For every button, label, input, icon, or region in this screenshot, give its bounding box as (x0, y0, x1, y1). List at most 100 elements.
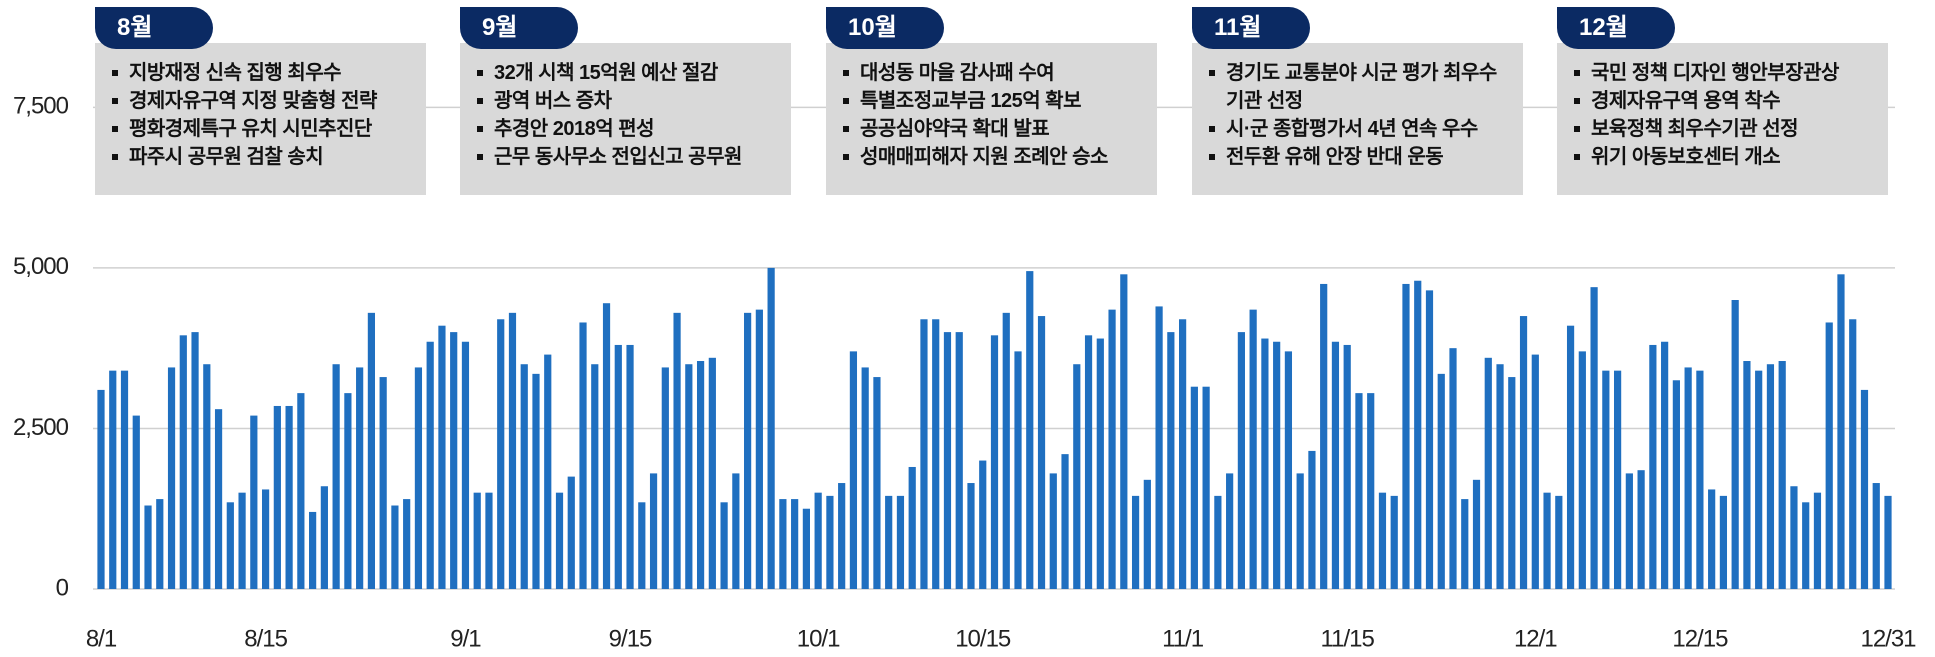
event-item: 경제자유구역 용역 착수 (1571, 87, 1880, 115)
bar (132, 415, 140, 589)
bar (544, 354, 552, 589)
bar (226, 502, 234, 589)
bar (1766, 364, 1775, 589)
bar (1061, 454, 1069, 589)
event-item: 성매매피해자 지원 조례안 승소 (840, 143, 1149, 171)
bar (1155, 306, 1163, 589)
event-item: 광역 버스 증차 (474, 87, 783, 115)
event-item: 시·군 종합평가서 4년 연속 우수 (1206, 115, 1515, 143)
bar (1449, 348, 1457, 589)
bar (238, 492, 246, 589)
bar (1190, 386, 1198, 589)
bar (1308, 450, 1316, 589)
bar (1496, 364, 1504, 589)
bar (720, 502, 728, 589)
bar (485, 492, 493, 589)
bar (367, 312, 376, 589)
bar (1273, 341, 1281, 589)
bar (1696, 370, 1704, 589)
event-list: 국민 정책 디자인 행안부장관상 경제자유구역 용역 착수 보육정책 최우수기관 선… (1571, 59, 1880, 171)
bar (932, 319, 940, 589)
bar (1566, 325, 1575, 589)
bar (1073, 364, 1081, 589)
bar (1825, 322, 1833, 589)
bar (1613, 370, 1622, 589)
bar (555, 492, 564, 589)
bar (1531, 354, 1539, 589)
bar (520, 364, 528, 589)
bar (638, 502, 646, 589)
bar (1261, 338, 1269, 589)
bar (391, 505, 399, 589)
bar (1108, 309, 1116, 589)
bar (1226, 473, 1234, 589)
bar (1284, 351, 1293, 589)
bar (414, 367, 423, 589)
x-tick-label: 11/15 (1321, 625, 1375, 652)
bar (779, 499, 787, 589)
bar (1425, 290, 1434, 589)
bar (1378, 492, 1387, 589)
bar (426, 341, 434, 589)
bar (156, 499, 164, 589)
event-item: 전두환 유해 안장 반대 운동 (1206, 143, 1515, 171)
bar (744, 312, 752, 589)
x-tick-label: 9/15 (609, 625, 652, 652)
bar (1837, 274, 1845, 589)
event-item: 대성동 마을 감사패 수여 (840, 59, 1149, 87)
bar (120, 370, 129, 589)
bar (1120, 274, 1128, 589)
bar (1755, 370, 1763, 589)
bar (179, 335, 187, 589)
bar (450, 332, 458, 589)
bar (979, 460, 987, 589)
bar (144, 505, 152, 589)
event-item: 국민 정책 디자인 행안부장관상 (1571, 59, 1880, 87)
bar (1402, 283, 1410, 589)
bar (1637, 470, 1645, 589)
x-tick-label: 8/1 (86, 625, 117, 652)
bar (791, 499, 799, 589)
bar (191, 332, 199, 589)
bar (661, 367, 669, 589)
bar (1414, 280, 1422, 589)
bar (1649, 344, 1657, 589)
bar (250, 415, 258, 589)
event-item: 공공심야약국 확대 발표 (840, 115, 1149, 143)
bar (320, 486, 328, 589)
bar (1625, 473, 1633, 589)
event-item: 평화경제특구 유치 시민추진단 (109, 115, 418, 143)
event-item: 추경안 2018억 편성 (474, 115, 783, 143)
x-tick-label: 10/1 (797, 625, 840, 652)
bar (696, 361, 705, 589)
bar (1249, 309, 1257, 589)
event-item: 경기도 교통분야 시군 평가 최우수 기관 선정 (1206, 59, 1515, 115)
bar (1519, 316, 1528, 589)
x-tick-label: 8/15 (244, 625, 287, 652)
month-badge: 10월 (826, 7, 944, 49)
bar (1331, 341, 1340, 589)
x-tick-label: 9/1 (450, 625, 481, 652)
bar (626, 344, 634, 589)
bar (967, 483, 975, 589)
bar (579, 322, 587, 589)
event-box: 국민 정책 디자인 행안부장관상 경제자유구역 용역 착수 보육정책 최우수기관 선… (1557, 43, 1888, 195)
month-badge: 9월 (460, 7, 578, 49)
bar (1743, 361, 1751, 589)
bar (1802, 502, 1810, 589)
bar (261, 489, 270, 589)
bar (1320, 283, 1328, 589)
bar (438, 325, 446, 589)
bar (1813, 492, 1822, 589)
bar (167, 367, 176, 589)
bar (838, 483, 846, 589)
bar (861, 367, 869, 589)
bar (1684, 367, 1692, 589)
bar (344, 393, 352, 589)
event-item: 32개 시책 15억원 예산 절감 (474, 59, 783, 87)
bar (1849, 319, 1857, 589)
bar (1719, 495, 1728, 589)
x-tick-label: 11/1 (1162, 625, 1204, 652)
bar (1708, 489, 1716, 589)
bar (826, 495, 834, 589)
